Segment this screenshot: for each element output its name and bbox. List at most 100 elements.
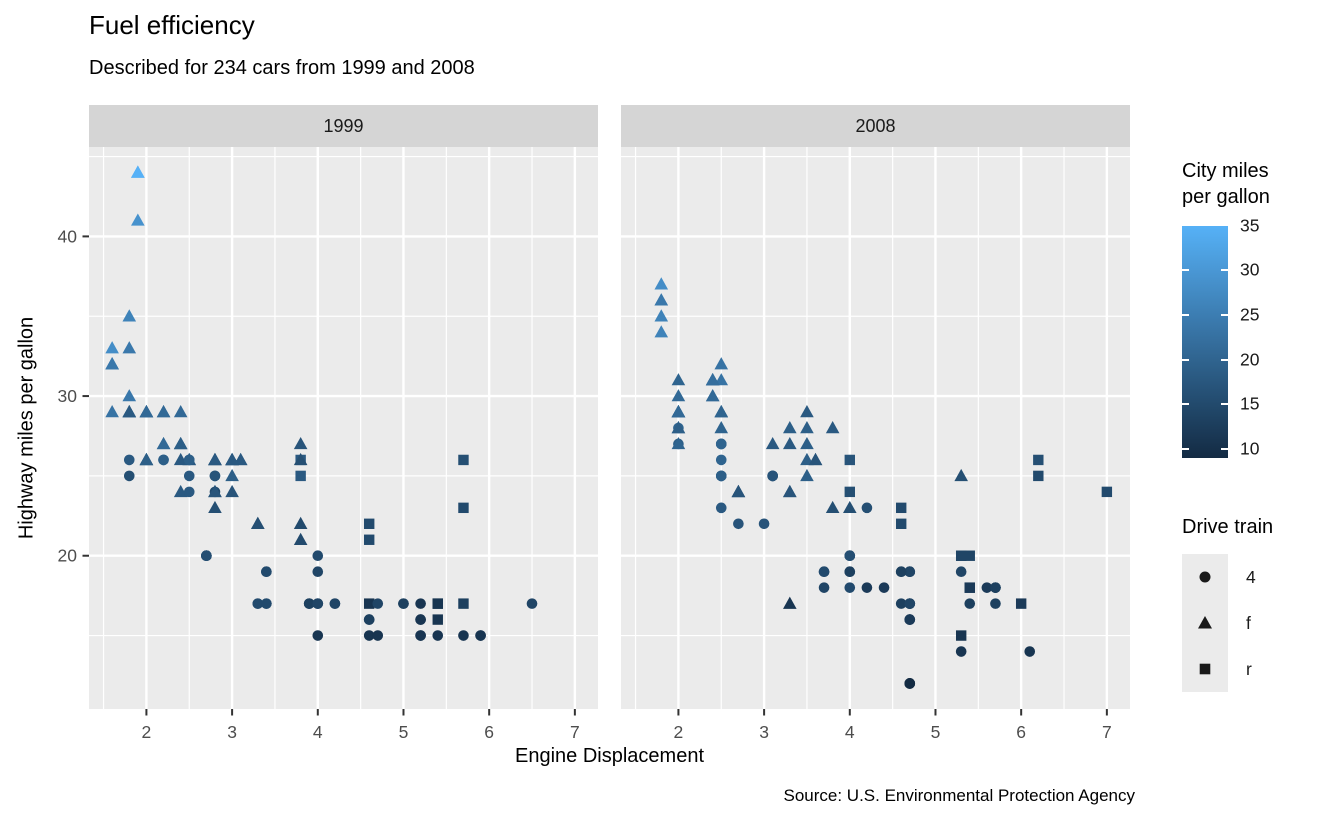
data-point bbox=[201, 550, 212, 562]
data-point bbox=[783, 484, 797, 498]
data-point bbox=[415, 598, 426, 609]
color-legend-title: City miles per gallon bbox=[1182, 160, 1270, 209]
colorbar-tick-label: 25 bbox=[1240, 304, 1260, 325]
data-point bbox=[398, 598, 409, 609]
legend-key-r: r bbox=[1182, 646, 1273, 693]
data-point bbox=[904, 598, 916, 609]
data-point bbox=[1033, 454, 1044, 466]
x-tick-label: 5 bbox=[931, 722, 941, 742]
data-point bbox=[861, 582, 873, 593]
data-point bbox=[233, 452, 248, 466]
colorbar-tick bbox=[1182, 447, 1189, 450]
panel-1999 bbox=[89, 147, 598, 709]
data-point bbox=[671, 373, 686, 386]
legend-key-f: f bbox=[1182, 600, 1273, 647]
y-axis-title: Highway miles per gallon bbox=[15, 316, 38, 540]
data-point bbox=[800, 421, 814, 434]
data-point bbox=[767, 470, 778, 482]
data-point bbox=[800, 436, 814, 450]
data-point bbox=[293, 532, 308, 545]
data-point bbox=[861, 502, 873, 514]
data-point bbox=[131, 165, 145, 178]
data-point bbox=[122, 309, 137, 322]
data-point bbox=[800, 452, 814, 466]
data-point bbox=[964, 550, 975, 561]
x-tick-label: 2 bbox=[142, 722, 152, 742]
data-point bbox=[364, 534, 375, 545]
data-point bbox=[458, 630, 469, 641]
data-point bbox=[208, 500, 222, 514]
data-point bbox=[372, 630, 384, 641]
data-point bbox=[105, 341, 119, 354]
legend-key-label: r bbox=[1246, 658, 1252, 679]
shape-legend-title: Drive train bbox=[1182, 516, 1274, 538]
data-point bbox=[183, 454, 195, 466]
data-point bbox=[1024, 646, 1036, 657]
data-point bbox=[363, 614, 375, 625]
data-point bbox=[173, 484, 188, 498]
data-point bbox=[964, 582, 975, 593]
data-point bbox=[714, 405, 729, 418]
data-point bbox=[715, 438, 727, 450]
plot-subtitle: Described for 234 cars from 1999 and 200… bbox=[89, 57, 475, 79]
data-point bbox=[818, 566, 830, 577]
colorbar-tick bbox=[1182, 403, 1189, 406]
colorbar-tick-label: 10 bbox=[1240, 438, 1260, 459]
data-point bbox=[895, 566, 907, 577]
data-point bbox=[458, 454, 469, 466]
data-point bbox=[896, 518, 907, 529]
x-tick-label: 4 bbox=[845, 722, 855, 742]
data-point bbox=[208, 452, 222, 466]
data-point bbox=[364, 598, 375, 609]
y-tick-label: 30 bbox=[58, 386, 78, 406]
data-point bbox=[783, 436, 797, 450]
data-point bbox=[475, 630, 486, 641]
colorbar-tick bbox=[1221, 358, 1228, 361]
data-point bbox=[954, 468, 968, 482]
data-point bbox=[415, 614, 426, 625]
color-gradient-bar bbox=[1182, 225, 1228, 458]
data-point bbox=[844, 454, 855, 466]
data-point bbox=[955, 550, 967, 561]
data-point bbox=[295, 470, 306, 482]
data-point bbox=[783, 596, 797, 609]
data-point bbox=[261, 566, 272, 577]
data-point bbox=[654, 309, 669, 322]
data-point bbox=[458, 598, 469, 609]
caption: Source: U.S. Environmental Protection Ag… bbox=[783, 786, 1135, 805]
colorbar-tick bbox=[1182, 314, 1189, 316]
data-point bbox=[955, 566, 967, 577]
data-point bbox=[156, 436, 171, 450]
data-point bbox=[225, 468, 239, 482]
data-point bbox=[225, 452, 239, 466]
triangle-symbol-icon bbox=[1182, 600, 1228, 647]
colorbar-tick-label: 30 bbox=[1240, 259, 1260, 280]
data-point bbox=[715, 470, 727, 482]
x-tick-label: 3 bbox=[227, 722, 237, 742]
data-point bbox=[758, 518, 770, 530]
colorbar-tick bbox=[1182, 269, 1189, 272]
data-point bbox=[293, 516, 308, 529]
circle-symbol-icon bbox=[1182, 554, 1228, 601]
x-tick-label: 7 bbox=[1102, 722, 1112, 742]
data-point bbox=[990, 598, 1001, 609]
facet-1999: 1999 bbox=[89, 105, 598, 709]
data-point bbox=[844, 566, 856, 577]
data-point bbox=[312, 566, 324, 577]
data-point bbox=[671, 436, 686, 450]
square-symbol-icon bbox=[1182, 646, 1228, 693]
colorbar-tick bbox=[1182, 358, 1189, 361]
colorbar-tick-label: 20 bbox=[1240, 349, 1260, 370]
data-point bbox=[312, 598, 324, 609]
x-tick-label: 6 bbox=[1016, 722, 1026, 742]
legend-key-4: 4 bbox=[1182, 554, 1273, 601]
data-point bbox=[363, 630, 375, 641]
data-point bbox=[432, 630, 444, 641]
data-point bbox=[654, 277, 669, 290]
color-legend: City miles per gallon 35 30 25 20 15 10 bbox=[1182, 158, 1270, 458]
data-point bbox=[261, 598, 272, 609]
data-point bbox=[671, 421, 686, 434]
data-point bbox=[1015, 598, 1027, 609]
x-tick-label: 2 bbox=[674, 722, 684, 742]
shape-legend: Drive train 4 f r bbox=[1182, 514, 1274, 693]
